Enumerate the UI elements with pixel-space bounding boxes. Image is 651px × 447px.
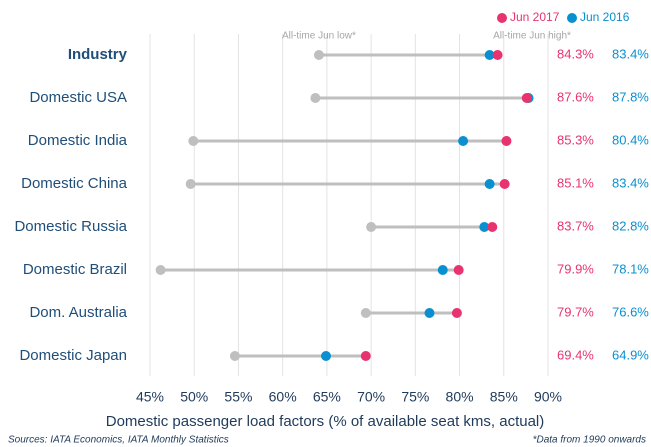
footnote: *Data from 1990 onwards xyxy=(533,435,646,446)
category-label: Domestic India xyxy=(28,132,128,149)
dot xyxy=(321,351,332,361)
dot xyxy=(437,265,448,275)
value-label: 79.9% xyxy=(557,261,594,276)
category-label: Dom. Australia xyxy=(29,304,127,321)
dot xyxy=(487,222,498,232)
value-label: 78.1% xyxy=(612,261,649,276)
dot xyxy=(313,50,324,60)
x-tick-label: 85% xyxy=(490,389,518,405)
value-label: 84.3% xyxy=(557,46,594,61)
category-label: Domestic USA xyxy=(29,89,127,106)
dot xyxy=(499,179,510,189)
high-annotation: All-time Jun high* xyxy=(493,31,571,42)
value-label: 83.4% xyxy=(612,175,649,190)
dot xyxy=(521,93,532,103)
dot xyxy=(185,179,196,189)
dot xyxy=(501,136,512,146)
dot xyxy=(366,222,377,232)
x-tick-label: 90% xyxy=(534,389,562,405)
dot xyxy=(484,179,495,189)
dot xyxy=(229,351,240,361)
dot xyxy=(451,308,462,318)
category-label: Domestic China xyxy=(21,175,128,192)
dot xyxy=(479,222,490,232)
legend-label: Jun 2016 xyxy=(580,10,630,24)
source: Sources: IATA Economics, IATA Monthly St… xyxy=(8,435,229,446)
x-tick-label: 50% xyxy=(180,389,208,405)
x-tick-label: 75% xyxy=(401,389,429,405)
x-tick-label: 65% xyxy=(313,389,341,405)
x-tick-label: 60% xyxy=(269,389,297,405)
value-label: 76.6% xyxy=(612,304,649,319)
dot xyxy=(484,50,495,60)
dot xyxy=(424,308,435,318)
category-label: Industry xyxy=(68,46,128,63)
value-label: 85.3% xyxy=(557,132,594,147)
x-axis-title: Domestic passenger load factors (% of av… xyxy=(106,413,545,430)
category-label: Domestic Japan xyxy=(19,347,127,364)
low-annotation: All-time Jun low* xyxy=(282,31,356,42)
dot xyxy=(188,136,199,146)
value-label: 85.1% xyxy=(557,175,594,190)
value-label: 83.4% xyxy=(612,46,649,61)
category-label: Domestic Brazil xyxy=(23,261,127,278)
x-tick-label: 80% xyxy=(446,389,474,405)
value-label: 83.7% xyxy=(557,218,594,233)
x-tick-label: 45% xyxy=(136,389,164,405)
x-tick-label: 70% xyxy=(357,389,385,405)
dot xyxy=(360,351,371,361)
dot xyxy=(360,308,371,318)
category-label: Domestic Russia xyxy=(14,218,127,235)
value-label: 69.4% xyxy=(557,347,594,362)
x-tick-label: 55% xyxy=(224,389,252,405)
value-label: 79.7% xyxy=(557,304,594,319)
legend-marker xyxy=(567,13,577,23)
dot xyxy=(155,265,166,275)
dot xyxy=(310,93,321,103)
value-label: 80.4% xyxy=(612,132,649,147)
dot xyxy=(492,50,503,60)
dot xyxy=(458,136,469,146)
value-label: 87.6% xyxy=(557,89,594,104)
legend-label: Jun 2017 xyxy=(510,10,560,24)
dot xyxy=(453,265,464,275)
value-label: 82.8% xyxy=(612,218,649,233)
legend-marker xyxy=(497,13,507,23)
value-label: 64.9% xyxy=(612,347,649,362)
value-label: 87.8% xyxy=(612,89,649,104)
